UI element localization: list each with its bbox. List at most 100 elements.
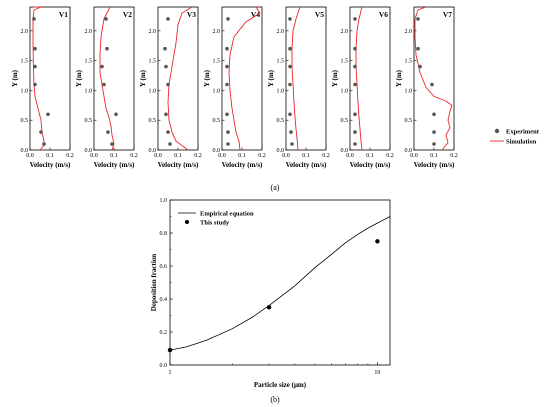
y-tick-label: 0.0 (85, 148, 93, 154)
y-axis-label: Y (m) (139, 69, 147, 87)
experiment-point (225, 112, 229, 117)
x-tick-label: 0.1 (110, 153, 118, 159)
experiment-point (168, 142, 172, 146)
experiment-point (42, 142, 46, 146)
x-tick-label: 0.1 (302, 153, 310, 159)
experiment-point (106, 130, 110, 134)
experiment-point (225, 82, 229, 87)
simulation-line (228, 6, 261, 151)
y-tick-label: 1.5 (85, 59, 93, 65)
panel-v5: 0.0 0.5 1.0 1.5 2.0 0.0 0.1 0.2 V5 Velocity (m/s)… (267, 6, 330, 169)
x-tick-label: 1 (169, 370, 172, 376)
panel-frame (221, 6, 263, 151)
legend-this-study-label: This study (200, 220, 230, 227)
velocity-profile-panels: 0.0 0.5 1.0 1.5 2.0 0.0 0.1 0.2 V1 Velocity (m/s)… (11, 6, 458, 169)
experiment-point (353, 142, 357, 146)
x-tick-label: 0.0 (26, 153, 34, 159)
this-study-point (167, 347, 173, 353)
x-tick-label: 0.1 (238, 153, 246, 159)
panel-name: V3 (187, 10, 196, 19)
panel-v1: 0.0 0.5 1.0 1.5 2.0 0.0 0.1 0.2 V1 Velocity (m/s)… (11, 6, 74, 169)
simulation-line (99, 6, 115, 151)
y-tick-label: 1.5 (405, 59, 413, 65)
experiment-point (432, 130, 436, 134)
experiment-point (353, 17, 357, 21)
experiment-point (288, 17, 292, 21)
legend-simulation-label: Simulation (506, 139, 537, 146)
panel-v3: 0.0 0.5 1.0 1.5 2.0 0.0 0.1 0.2 V3 Velocity (m/s)… (139, 6, 202, 169)
caption-b: (b) (270, 395, 280, 404)
experiment-point (288, 64, 292, 69)
panel-frame (285, 6, 327, 151)
experiment-point (288, 46, 292, 51)
x-tick-label: 0.2 (386, 153, 394, 159)
y-tick-label: 0.0 (160, 363, 168, 369)
x-axis-label: Velocity (m/s) (414, 161, 455, 169)
y-tick-label: 1.0 (341, 88, 349, 94)
experiment-point (32, 17, 36, 21)
x-axis-label: Velocity (m/s) (222, 161, 263, 169)
experiment-point (353, 130, 357, 134)
panel-name: V2 (123, 10, 132, 19)
panel-frame (93, 6, 135, 151)
experiment-point (100, 64, 104, 69)
experiment-point (105, 46, 109, 51)
experiment-point (226, 130, 230, 134)
experiment-point (226, 17, 230, 21)
experiment-point (166, 17, 170, 21)
x-tick-label: 0.0 (282, 153, 290, 159)
x-tick-label: 0.2 (194, 153, 202, 159)
experiment-point (353, 82, 357, 87)
y-tick-label: 0.5 (405, 118, 413, 124)
x-tick-label: 0.1 (366, 153, 374, 159)
x-axis-label: Particle size (μm) (254, 381, 307, 389)
y-axis-label: Y (m) (75, 69, 83, 87)
experiment-point (226, 142, 230, 146)
y-tick-label: 0.5 (213, 118, 221, 124)
panel-frame (413, 6, 455, 151)
y-axis-label: Deposition fraction (150, 254, 158, 311)
experiment-point (353, 112, 357, 117)
panel-name: V6 (379, 10, 388, 19)
x-axis-label: Velocity (m/s) (30, 161, 71, 169)
y-tick-label: 0.0 (213, 148, 221, 154)
simulation-line (414, 6, 453, 151)
y-tick-label: 0.4 (160, 297, 168, 303)
experiment-point (164, 64, 168, 69)
y-tick-label: 0.5 (149, 118, 157, 124)
experiment-point (290, 142, 294, 146)
experiment-point (33, 82, 37, 87)
panel-name: V7 (443, 10, 452, 19)
this-study-point (266, 305, 272, 310)
legend-experiment-marker (494, 128, 500, 134)
experiment-point (288, 112, 292, 117)
x-tick-label: 0.2 (450, 153, 458, 159)
y-axis-label: Y (m) (11, 69, 19, 87)
deposition-chart: 0.0 0.2 0.4 0.6 0.8 1.0 1 10 Particle size (μm) D… (150, 198, 391, 389)
y-tick-label: 0.5 (277, 118, 285, 124)
legend-this-study-marker (185, 220, 189, 224)
experiment-point (104, 17, 108, 21)
experiment-point (39, 130, 43, 134)
experiment-point (288, 82, 292, 87)
x-axis-label: Velocity (m/s) (158, 161, 199, 169)
y-tick-label: 0.2 (160, 330, 168, 336)
panel-name: V4 (251, 10, 260, 19)
experiment-point (164, 112, 168, 117)
x-tick-label: 0.1 (46, 153, 54, 159)
x-tick-label: 0.0 (218, 153, 226, 159)
experiment-point (432, 112, 436, 117)
x-tick-label: 0.0 (410, 153, 418, 159)
experiment-point (102, 82, 106, 87)
simulation-line (355, 6, 363, 151)
experiment-point (289, 130, 293, 134)
y-axis-label: Y (m) (267, 69, 275, 87)
x-tick-label: 0.2 (66, 153, 74, 159)
y-tick-label: 2.0 (21, 29, 29, 35)
caption-a: (a) (271, 183, 280, 192)
y-tick-label: 0.5 (85, 118, 93, 124)
x-tick-label: 10 (374, 370, 380, 376)
x-tick-label: 0.2 (322, 153, 330, 159)
x-tick-label: 0.0 (90, 153, 98, 159)
y-tick-label: 1.5 (213, 59, 221, 65)
